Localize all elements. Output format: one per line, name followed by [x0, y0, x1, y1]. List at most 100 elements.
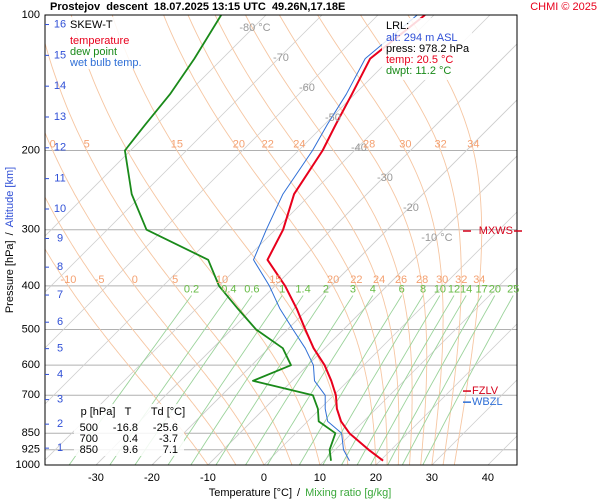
mixing-ratio-label: 12	[448, 283, 460, 295]
altitude-label: 13	[54, 111, 66, 123]
y-tick-label: 700	[22, 389, 40, 401]
altitude-label: 4	[57, 368, 63, 380]
moist-adiabat-label: 0	[50, 138, 56, 150]
moist-adiabat-label: 5	[84, 138, 90, 150]
legend-box	[66, 17, 142, 69]
mixing-ratio-label: 3	[350, 283, 356, 295]
isotherm-line	[45, 15, 435, 405]
mixing-ratio-label: 14	[460, 283, 472, 295]
y-tick-label: 500	[22, 323, 40, 335]
x-label-2: Mixing ratio [g/kg]	[305, 487, 391, 499]
altitude-label: 16	[54, 18, 66, 30]
mixing-ratio-line	[322, 295, 424, 465]
mixing-ratio-label: 0.6	[244, 283, 259, 295]
x-tick-label: -10	[200, 472, 216, 484]
level-label: WBZL	[472, 396, 503, 408]
isotherm-line	[45, 15, 491, 461]
mixing-ratio-line	[401, 295, 496, 465]
y-axis-label: Pressure [hPa] / Altitude [km]	[4, 167, 16, 313]
moist-adiabat	[70, 15, 321, 465]
isotherm-label: -50	[325, 112, 341, 124]
mixing-ratio-label: 8	[420, 283, 426, 295]
x-tick-label: 30	[426, 472, 438, 484]
moist-adiabat-label: 26	[395, 274, 407, 286]
y-label-sep: /	[4, 231, 16, 235]
moist-adiabat	[407, 15, 483, 465]
mixing-ratio-label: 10	[434, 283, 446, 295]
isotherm-line	[45, 15, 267, 237]
isotherm-line	[45, 15, 379, 349]
moist-adiabat-label: 30	[399, 138, 411, 150]
altitude-label: 2	[57, 418, 63, 430]
mixing-ratio-line	[422, 295, 514, 465]
moist-adiabat	[163, 15, 377, 465]
page-title: Prostejov descent 18.07.2025 13:15 UTC 4…	[50, 1, 345, 13]
mixing-ratio-line	[190, 295, 304, 465]
table-box	[74, 404, 184, 456]
lrl-line: alt: 294 m ASL	[386, 32, 458, 44]
profiles	[124, 15, 426, 462]
isotherm-label: -70	[273, 52, 289, 64]
altitude-label: 7	[57, 289, 63, 301]
moist-adiabat-label: 10	[216, 274, 228, 286]
isotherm-label: -30	[377, 172, 393, 184]
mixing-ratio-line	[298, 295, 403, 465]
x-tick-label: 0	[261, 472, 267, 484]
moist-adiabat-label: 15	[269, 274, 281, 286]
x-tick-label: -20	[144, 472, 160, 484]
moist-adiabat	[245, 15, 413, 465]
moist-adiabat-label: 5	[172, 274, 178, 286]
moist-adiabat	[360, 15, 462, 465]
table-cell: 500	[80, 422, 98, 434]
isotherm-label: -60	[299, 82, 315, 94]
moist-adiabat-label: 22	[262, 138, 274, 150]
altitude-label: 12	[54, 142, 66, 154]
mixing-ratio-label: 2	[323, 283, 329, 295]
mixing-ratio-label: 4	[370, 283, 376, 295]
table-cell: 7.1	[163, 444, 178, 456]
isotherm-label: -40	[351, 142, 367, 154]
isotherm-line	[45, 15, 323, 293]
isotherm-line	[319, 267, 517, 465]
x-label-sep: /	[297, 487, 301, 499]
altitude-label: 10	[54, 203, 66, 215]
mixing-ratio-label: 20	[489, 283, 501, 295]
moist-adiabat-label: 34	[473, 274, 485, 286]
legend-title: SKEW-T	[70, 19, 113, 31]
moist-adiabat	[45, 41, 293, 465]
y-label-2: Altitude [km]	[4, 167, 16, 228]
mixing-ratio-line	[245, 295, 354, 465]
profile-line	[266, 15, 426, 462]
mixing-ratio-line	[370, 295, 467, 465]
table-header: Td [°C]	[151, 406, 185, 418]
moist-adiabat	[317, 15, 444, 465]
table-cell: 850	[80, 444, 98, 456]
altitude-label: 11	[54, 173, 65, 185]
altitude-label: 6	[57, 316, 63, 328]
moist-adiabat-label: 24	[373, 274, 385, 286]
table-header: p [hPa]	[81, 406, 116, 418]
mixing-ratio-label: 0.4	[221, 283, 236, 295]
altitude-label: 14	[54, 80, 66, 92]
profile-line	[253, 15, 418, 461]
y-tick-label: 850	[22, 427, 40, 439]
moist-adiabat	[45, 248, 209, 465]
level-label: MXWS	[479, 225, 513, 237]
moist-adiabat-label: 34	[467, 138, 479, 150]
moist-adiabat-label: 20	[327, 274, 339, 286]
mixing-ratio-label: 0.2	[184, 283, 199, 295]
moist-adiabat-label: 28	[416, 274, 428, 286]
x-label: Temperature [°C]	[209, 487, 292, 499]
isotherm-line	[95, 43, 517, 465]
y-tick-label: 600	[22, 359, 40, 371]
altitude-label: 8	[57, 261, 63, 273]
moist-adiabat-label: 15	[171, 138, 183, 150]
table-cell: 0.4	[123, 433, 138, 445]
y-tick-label: 400	[22, 280, 40, 292]
moist-adiabat-label: 0	[132, 274, 138, 286]
mixing-ratio-line	[215, 295, 327, 465]
moist-adiabat	[279, 15, 428, 465]
credit: CHMI © 2025	[530, 1, 597, 13]
